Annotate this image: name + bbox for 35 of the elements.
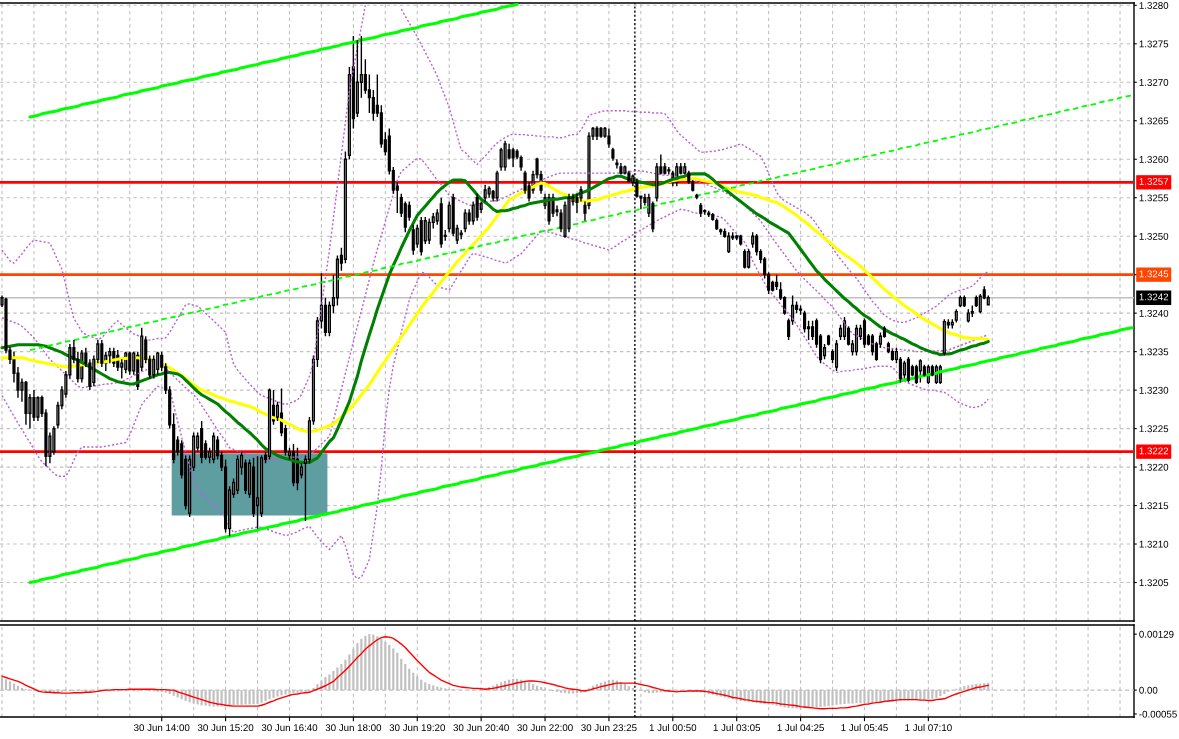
y-tick-label: 1.3280 — [1139, 2, 1169, 9]
y-tick-label: 1.3270 — [1139, 79, 1169, 86]
ref-line-label: 1.3222 — [1139, 447, 1169, 455]
y-tick-label: 1.3235 — [1139, 348, 1169, 356]
x-tick-label: 30 Jun 16:40 — [261, 724, 318, 732]
y-tick-label: 1.3275 — [1139, 40, 1169, 48]
y-tick-label: 1.3220 — [1139, 463, 1169, 471]
y-tick-label: 0.00129 — [1139, 630, 1174, 638]
y-tick-label: -0.00055 — [1139, 710, 1177, 718]
y-tick-label: 1.3205 — [1139, 579, 1169, 587]
y-tick-label: 1.3210 — [1139, 540, 1169, 548]
y-tick-label: 0.00 — [1139, 686, 1158, 694]
x-tick-label: 30 Jun 18:00 — [325, 724, 382, 732]
ref-line-label: 1.3245 — [1139, 270, 1169, 278]
y-tick-label: 1.3255 — [1139, 194, 1169, 202]
x-tick-label: 30 Jun 22:00 — [517, 724, 573, 732]
x-tick-label: 30 Jun 15:20 — [197, 724, 254, 732]
x-tick-label: 30 Jun 19:20 — [389, 724, 445, 732]
ref-line-label: 1.3257 — [1139, 178, 1169, 185]
y-tick-label: 1.3260 — [1139, 155, 1169, 163]
y-tick-label: 1.3250 — [1139, 232, 1169, 240]
y-tick-label: 1.3265 — [1139, 117, 1169, 125]
x-tick-label: 1 Jul 04:25 — [777, 723, 824, 732]
x-tick-label: 1 Jul 00:50 — [649, 723, 697, 732]
y-tick-label: 1.3230 — [1139, 386, 1169, 394]
y-tick-label: 1.3225 — [1139, 425, 1169, 433]
y-tick-label: 1.3215 — [1139, 502, 1169, 510]
x-tick-label: 1 Jul 03:05 — [713, 723, 761, 732]
x-tick-label: 30 Jun 23:25 — [581, 724, 637, 732]
x-tick-label: 1 Jul 05:45 — [841, 723, 888, 732]
ref-line-label: 1.3242 — [1139, 293, 1169, 301]
x-tick-label: 30 Jun 20:40 — [453, 724, 509, 732]
y-tick-label: 1.3240 — [1139, 309, 1169, 317]
x-tick-label: 30 Jun 14:00 — [133, 724, 190, 732]
x-tick-label: 1 Jul 07:10 — [905, 723, 952, 732]
